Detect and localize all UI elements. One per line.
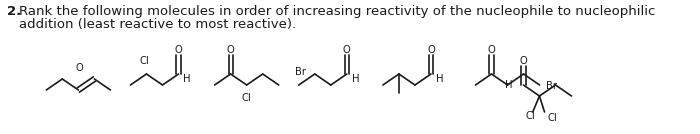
Text: O: O xyxy=(76,63,83,73)
Text: O: O xyxy=(519,56,527,66)
Text: Br: Br xyxy=(546,81,557,91)
Text: Br: Br xyxy=(295,67,306,77)
Text: O: O xyxy=(427,45,435,55)
Text: Cl: Cl xyxy=(241,93,251,103)
Text: 2.: 2. xyxy=(7,5,21,18)
Text: Cl: Cl xyxy=(547,113,557,123)
Text: Cl: Cl xyxy=(140,56,150,66)
Text: H: H xyxy=(435,74,443,84)
Text: Cl: Cl xyxy=(525,111,535,121)
Text: H: H xyxy=(505,80,512,90)
Text: H: H xyxy=(183,74,190,84)
Text: O: O xyxy=(488,45,496,55)
Text: O: O xyxy=(175,45,183,55)
Text: addition (least reactive to most reactive).: addition (least reactive to most reactiv… xyxy=(18,18,295,31)
Text: H: H xyxy=(351,74,359,84)
Text: O: O xyxy=(227,45,235,55)
Text: O: O xyxy=(343,45,351,55)
Text: Rank the following molecules in order of increasing reactivity of the nucleophil: Rank the following molecules in order of… xyxy=(18,5,655,18)
